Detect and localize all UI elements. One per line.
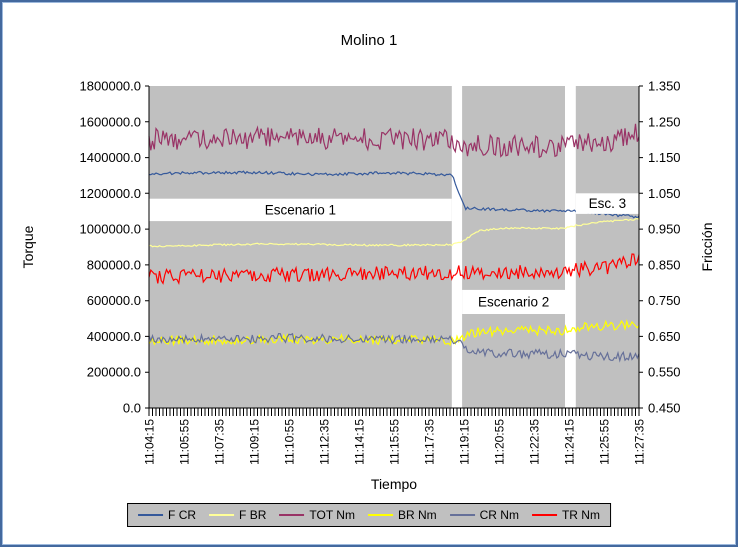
x-tick-label: 11:17:35 xyxy=(423,419,437,465)
y-left-tick-label: 600000.0 xyxy=(87,293,141,308)
legend-item-f-br: F BR xyxy=(209,508,266,522)
y-right-tick-label: 1.350 xyxy=(648,79,681,94)
legend-line-sample xyxy=(138,514,164,516)
y-left-tick-label: 1800000.0 xyxy=(80,79,141,94)
x-tick-label: 11:22:35 xyxy=(528,419,542,465)
y-right-tick-label: 1.250 xyxy=(648,114,681,129)
legend-label: F CR xyxy=(168,508,197,522)
y-left-tick-label: 1400000.0 xyxy=(80,150,141,165)
legend-item-br-nm: BR Nm xyxy=(367,508,437,522)
x-tick-label: 11:12:35 xyxy=(318,419,332,465)
x-tick-label: 11:25:55 xyxy=(598,419,612,465)
y-right-tick-label: 1.050 xyxy=(648,186,681,201)
series-line-f-br xyxy=(148,217,640,248)
legend-line-sample xyxy=(449,514,475,516)
legend-label: F BR xyxy=(239,508,267,522)
y-left-tick-label: 1600000.0 xyxy=(80,114,141,129)
y-right-tick-label: 0.550 xyxy=(648,365,681,380)
x-tick-label: 11:27:35 xyxy=(633,419,647,465)
y-left-tick-label: 1200000.0 xyxy=(80,186,141,201)
y-left-tick-label: 400000.0 xyxy=(87,329,141,344)
y-right-tick-label: 0.950 xyxy=(648,222,681,237)
y-right-tick-label: 1.150 xyxy=(648,150,681,165)
annotation-box-escenario-2 xyxy=(462,289,565,314)
legend: F CR F BR TOT Nm BR Nm CR Nm TR Nm xyxy=(127,503,611,527)
x-tick-label: 11:19:15 xyxy=(458,419,472,465)
x-tick-label: 11:04:15 xyxy=(143,419,157,465)
x-tick-label: 11:10:55 xyxy=(283,419,297,465)
legend-line-sample xyxy=(531,514,557,516)
x-tick-label: 11:09:15 xyxy=(248,419,262,465)
annotation-box-escenario-1 xyxy=(149,198,452,222)
plot-background xyxy=(149,86,639,408)
scenario-gap-2 xyxy=(565,86,576,408)
legend-item-tot-nm: TOT Nm xyxy=(279,508,355,522)
annotation-label-escenario-1: Escenario 1 xyxy=(265,202,336,217)
y-left-tick-label: 800000.0 xyxy=(87,257,141,272)
y-left-tick-label: 0.0 xyxy=(123,401,141,416)
legend-line-sample xyxy=(279,514,305,516)
annotation-label-escenario-2: Escenario 2 xyxy=(478,295,549,310)
legend-line-sample xyxy=(209,514,235,516)
x-tick-label: 11:20:55 xyxy=(493,419,507,465)
y-right-tick-label: 0.850 xyxy=(648,257,681,272)
y-right-tick-label: 0.750 xyxy=(648,293,681,308)
legend-label: TOT Nm xyxy=(309,508,355,522)
series-line-cr-nm xyxy=(148,332,640,363)
x-tick-label: 11:15:55 xyxy=(388,419,402,465)
legend-label: BR Nm xyxy=(397,508,437,522)
scenario-gap-1 xyxy=(451,86,463,408)
series-line-tot-nm xyxy=(148,123,640,159)
x-tick-label: 11:14:15 xyxy=(353,419,367,465)
legend-item-cr-nm: CR Nm xyxy=(449,508,519,522)
y-left-tick-label: 200000.0 xyxy=(87,365,141,380)
y-axis-title-left: Torque xyxy=(20,225,36,269)
series-line-tr-nm xyxy=(148,253,640,286)
x-axis-minor-ticks xyxy=(148,408,640,416)
legend-label: TR Nm xyxy=(561,508,600,522)
legend-line-sample xyxy=(367,514,393,516)
legend-item-f-cr: F CR xyxy=(138,508,196,522)
y-right-tick-label: 0.650 xyxy=(648,329,681,344)
y-axis-ticks xyxy=(145,85,643,409)
annotation-label-esc-3: Esc. 3 xyxy=(589,196,627,211)
series-line-br-nm xyxy=(148,319,640,347)
x-tick-label: 11:05:55 xyxy=(178,419,192,465)
chart-title: Molino 1 xyxy=(340,32,398,49)
annotation-box-esc-3 xyxy=(575,193,639,214)
x-tick-label: 11:07:35 xyxy=(213,419,227,465)
legend-item-tr-nm: TR Nm xyxy=(531,508,600,522)
x-tick-label: 11:24:15 xyxy=(563,419,577,465)
series-line-f-cr xyxy=(149,170,640,219)
x-axis-title: Tiempo xyxy=(370,476,418,492)
y-axis-title-right: Fricción xyxy=(699,222,715,272)
y-left-tick-label: 1000000.0 xyxy=(80,222,141,237)
y-right-tick-label: 0.450 xyxy=(648,401,681,416)
legend-label: CR Nm xyxy=(479,508,519,522)
